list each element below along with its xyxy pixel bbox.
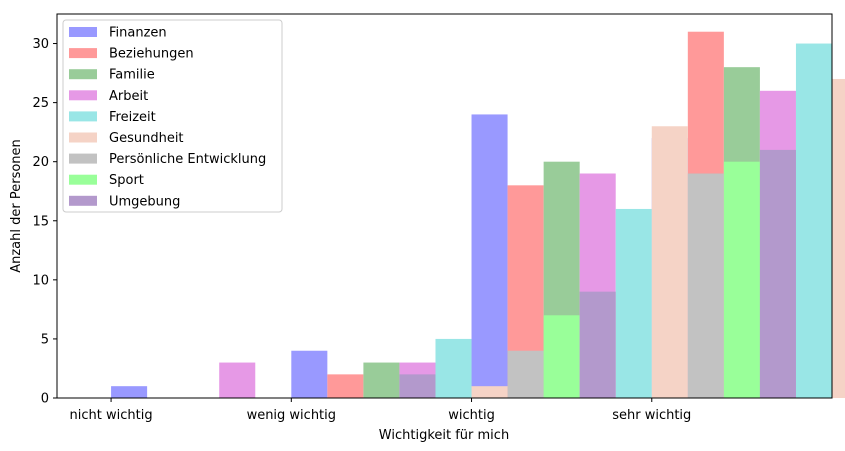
bar-finanzen-2 [471,114,508,399]
legend-swatch [69,195,97,206]
bar-finanzen-1 [291,350,328,398]
y-tick-label: 0 [41,392,49,407]
x-tick-label: sehr wichtig [612,408,691,423]
bar-sport-1 [543,315,580,398]
legend-swatch [69,90,97,101]
legend-label: Finanzen [109,26,167,41]
y-tick-label: 25 [32,96,49,111]
bar-gesundheit-2 [651,126,688,398]
bar-persönliche-entwicklung-2 [687,173,724,398]
bar-gesundheit-3 [832,78,845,398]
bar-persönliche-entwicklung-1 [507,350,544,398]
y-tick-label: 5 [41,332,49,347]
bar-umgebung-0 [399,374,436,398]
legend-swatch [69,153,97,164]
x-tick-label: wenig wichtig [247,408,336,423]
legend-swatch [69,174,97,185]
legend-label: Persönliche Entwicklung [109,152,266,167]
legend-swatch [69,69,97,80]
bar-arbeit-0 [219,362,256,398]
legend-swatch [69,132,97,143]
legend-label: Arbeit [109,89,148,104]
x-axis: nicht wichtig wenig wichtig wichtig sehr wi… [70,398,691,423]
bar-beziehungen-1 [327,374,364,398]
y-tick-label: 20 [32,155,49,170]
legend-label: Beziehungen [109,47,194,62]
legend-label: Sport [109,173,144,188]
bar-freizeit-1 [435,338,472,398]
bars-group [111,31,845,399]
bar-freizeit-3 [795,43,832,398]
legend-swatch [69,111,97,122]
legend-label: Freizeit [109,110,156,125]
y-tick-label: 10 [32,273,49,288]
legend-swatch [69,27,97,37]
x-tick-label: nicht wichtig [70,408,153,423]
bar-freizeit-2 [615,208,652,398]
legend: Finanzen Beziehungen Familie Arbeit Freizeit… [62,19,283,213]
bar-familie-1 [363,362,400,398]
y-axis: 0 5 10 15 20 25 30 [32,37,57,407]
legend-label: Umgebung [109,194,180,209]
x-axis-label: Wichtigkeit für mich [379,428,509,443]
legend-swatch [69,48,97,59]
x-tick-label: wichtig [448,408,495,423]
y-axis-label: Anzahl der Personen [9,139,24,273]
y-tick-label: 30 [32,37,49,52]
bar-finanzen-0 [111,386,148,398]
bar-sport-2 [723,161,760,398]
bar-umgebung-1 [579,291,616,398]
bar-gesundheit-1 [471,386,508,398]
plot-frame [56,13,833,399]
legend-label: Familie [109,68,155,83]
legend-label: Gesundheit [109,131,184,146]
y-tick-label: 15 [32,214,49,229]
legend-frame [62,19,283,213]
bar-umgebung-2 [759,149,796,398]
